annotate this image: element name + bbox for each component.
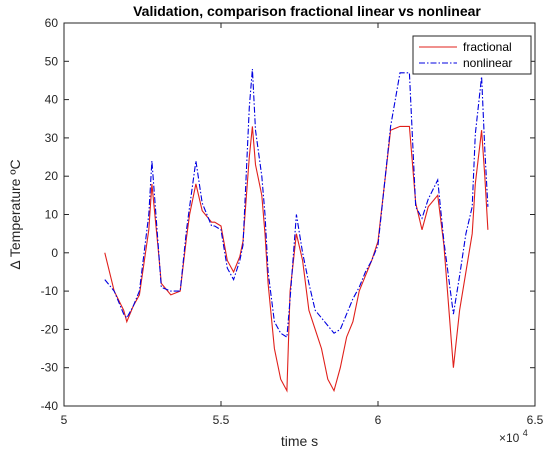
y-tick-label: 20 <box>45 169 59 183</box>
x-axis-exponent-power: 4 <box>523 428 528 438</box>
x-tick-label: 6.5 <box>527 413 544 427</box>
y-tick-label: 50 <box>45 54 59 68</box>
x-axis-exponent-base: ×10 <box>499 431 520 445</box>
legend-box <box>412 35 532 75</box>
y-tick-label: 30 <box>45 131 59 145</box>
y-tick-label: -30 <box>41 361 59 375</box>
chart-title: Validation, comparison fractional linear… <box>133 3 481 19</box>
x-axis-label: time s <box>281 433 318 449</box>
x-tick-label: 6 <box>375 413 382 427</box>
y-tick-label: 40 <box>45 93 59 107</box>
x-axis-exponent: ×10 4 <box>499 428 528 445</box>
series-line-fractional <box>104 125 489 393</box>
legend-label-nonlinear: nonlinear <box>463 56 512 70</box>
y-axis-label: Δ Temperature ºC <box>7 159 23 269</box>
x-tick-label: 5 <box>61 413 68 427</box>
ticks-layer: 5 5.5 6 6.5 -40 -30 -20 -10 0 10 20 30 40 50 60 <box>41 16 544 427</box>
plot-area <box>64 23 535 406</box>
y-tick-label: 0 <box>51 246 58 260</box>
x-tick-label: 5.5 <box>213 413 230 427</box>
y-tick-label: -10 <box>41 284 59 298</box>
series-layer <box>104 68 489 393</box>
y-tick-label: -40 <box>41 399 59 413</box>
y-tick-label: 10 <box>45 208 59 222</box>
y-tick-label: -20 <box>41 322 59 336</box>
legend: fractional nonlinear <box>412 35 532 75</box>
series-line-nonlinear <box>104 68 489 339</box>
y-tick-label: 60 <box>45 16 59 30</box>
legend-label-fractional: fractional <box>463 40 512 54</box>
